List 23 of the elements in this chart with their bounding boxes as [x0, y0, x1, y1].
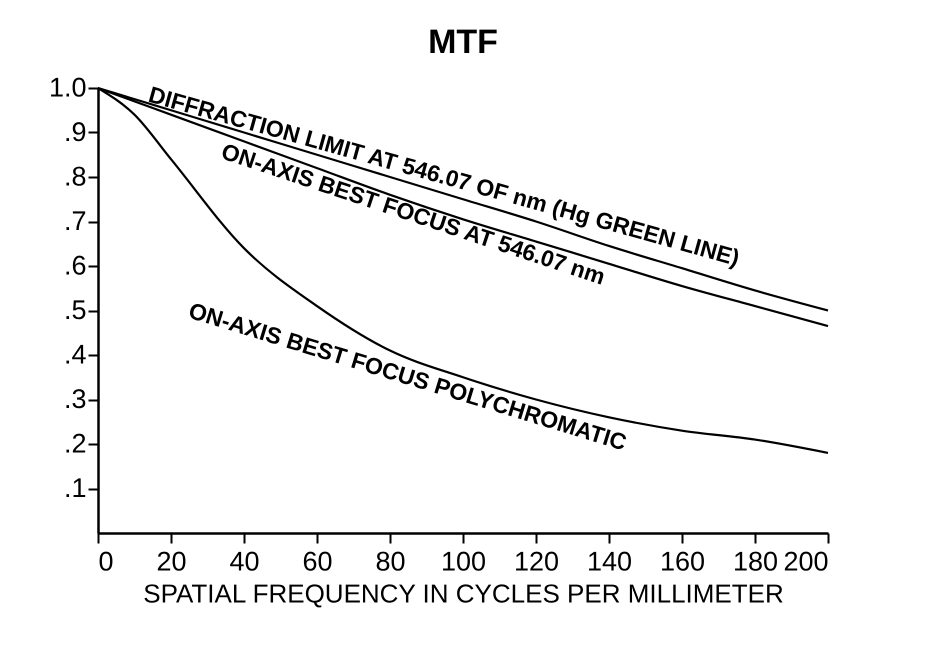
x-tick-label: 0 — [98, 546, 114, 576]
y-tick-label: .7 — [64, 206, 86, 236]
y-tick-label: .3 — [64, 384, 86, 414]
chart-title: MTF — [428, 23, 498, 61]
x-tick-label: 160 — [660, 546, 706, 576]
y-tick-label: .4 — [64, 340, 86, 370]
y-tick-label: .9 — [64, 117, 86, 147]
x-tick-label: 120 — [514, 546, 560, 576]
x-tick-label: 100 — [440, 546, 486, 576]
x-tick-label: 140 — [586, 546, 632, 576]
x-tick-label: 20 — [156, 546, 187, 576]
y-tick-label: .2 — [64, 428, 86, 458]
y-tick-label: .6 — [64, 250, 86, 280]
y-tick-label: .8 — [64, 162, 86, 192]
y-tick-label: .1 — [64, 473, 86, 503]
x-tick-label: 180 — [732, 546, 778, 576]
x-tick-label: 40 — [229, 546, 260, 576]
x-tick-label: 60 — [302, 546, 333, 576]
x-tick-label: 80 — [375, 546, 406, 576]
x-tick-label: 200 — [783, 546, 828, 576]
x-axis-title: SPATIAL FREQUENCY IN CYCLES PER MILLIMETER — [143, 578, 784, 608]
y-tick-label: .5 — [64, 295, 86, 325]
y-tick-label: 1.0 — [48, 72, 86, 102]
